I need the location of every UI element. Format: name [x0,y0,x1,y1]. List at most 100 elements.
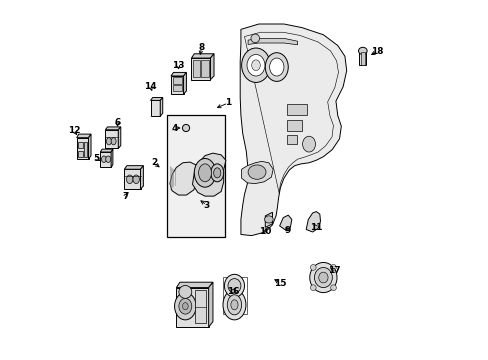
Polygon shape [100,152,111,167]
Ellipse shape [210,164,223,182]
Text: 7: 7 [122,192,128,201]
Bar [172,85,182,91]
Polygon shape [176,288,208,327]
Ellipse shape [265,53,287,81]
Polygon shape [241,161,273,184]
Ellipse shape [314,267,332,288]
Ellipse shape [223,290,245,320]
Ellipse shape [224,274,244,297]
Ellipse shape [126,175,133,184]
Ellipse shape [198,164,211,182]
Text: 8: 8 [198,43,204,52]
Bar [286,104,306,116]
Ellipse shape [330,265,336,270]
Polygon shape [150,100,160,116]
Text: 12: 12 [68,126,80,135]
Ellipse shape [251,60,260,71]
Bar [201,60,208,77]
Ellipse shape [318,272,327,283]
Ellipse shape [111,138,116,145]
Bar [167,116,224,237]
Text: 9: 9 [284,226,290,235]
Ellipse shape [358,47,366,54]
Ellipse shape [174,293,196,320]
Polygon shape [247,39,297,45]
Ellipse shape [310,265,315,270]
Polygon shape [160,98,163,116]
Text: 11: 11 [309,223,322,232]
Ellipse shape [182,125,189,132]
Ellipse shape [194,158,215,187]
Ellipse shape [264,216,273,223]
Ellipse shape [330,285,336,291]
Polygon shape [100,149,113,152]
Polygon shape [77,138,88,159]
Ellipse shape [179,298,191,314]
Text: 17: 17 [327,266,340,275]
Text: 10: 10 [259,228,271,237]
Text: 14: 14 [144,82,157,91]
Polygon shape [111,149,113,167]
Text: 13: 13 [172,61,184,70]
Bar [83,142,86,157]
Text: 18: 18 [370,47,383,56]
Polygon shape [191,58,210,80]
Bar [78,151,82,157]
Polygon shape [191,54,214,58]
Polygon shape [210,54,214,80]
Ellipse shape [182,303,188,310]
Text: 15: 15 [274,279,286,288]
Polygon shape [118,127,121,148]
Text: 5: 5 [93,154,100,163]
Polygon shape [183,72,186,94]
Bar [172,77,182,84]
Polygon shape [208,282,212,327]
Bar [193,60,200,77]
Ellipse shape [106,138,111,145]
Polygon shape [140,166,143,189]
Text: 3: 3 [203,201,209,210]
Polygon shape [279,215,291,230]
Bar [286,121,301,131]
Text: 1: 1 [225,98,231,107]
Bar [360,52,364,64]
Polygon shape [171,76,183,94]
Polygon shape [192,153,225,196]
Ellipse shape [179,285,191,298]
Bar [195,291,206,323]
Ellipse shape [105,156,110,162]
Ellipse shape [302,136,315,152]
Polygon shape [105,127,121,130]
Bar [286,135,296,144]
Polygon shape [124,166,143,169]
Polygon shape [77,134,91,138]
Polygon shape [240,24,346,235]
Ellipse shape [241,48,270,82]
Ellipse shape [227,295,241,315]
Ellipse shape [101,156,106,162]
Ellipse shape [230,300,238,310]
Polygon shape [105,130,118,148]
Text: 2: 2 [151,158,157,167]
Text: 4: 4 [171,123,178,132]
Ellipse shape [213,168,221,178]
Polygon shape [305,212,320,232]
Polygon shape [169,162,199,195]
Bar [78,142,82,148]
Ellipse shape [133,175,139,184]
Ellipse shape [309,262,336,293]
Polygon shape [88,134,91,159]
Polygon shape [359,51,366,65]
Ellipse shape [227,279,241,293]
Text: 6: 6 [114,118,120,127]
Polygon shape [150,98,163,100]
Ellipse shape [246,54,264,76]
Polygon shape [265,212,272,227]
Ellipse shape [247,165,265,179]
Ellipse shape [310,285,315,291]
Text: 16: 16 [226,287,239,296]
Polygon shape [171,72,186,76]
Polygon shape [176,282,212,288]
Ellipse shape [269,58,284,76]
Polygon shape [124,169,140,189]
